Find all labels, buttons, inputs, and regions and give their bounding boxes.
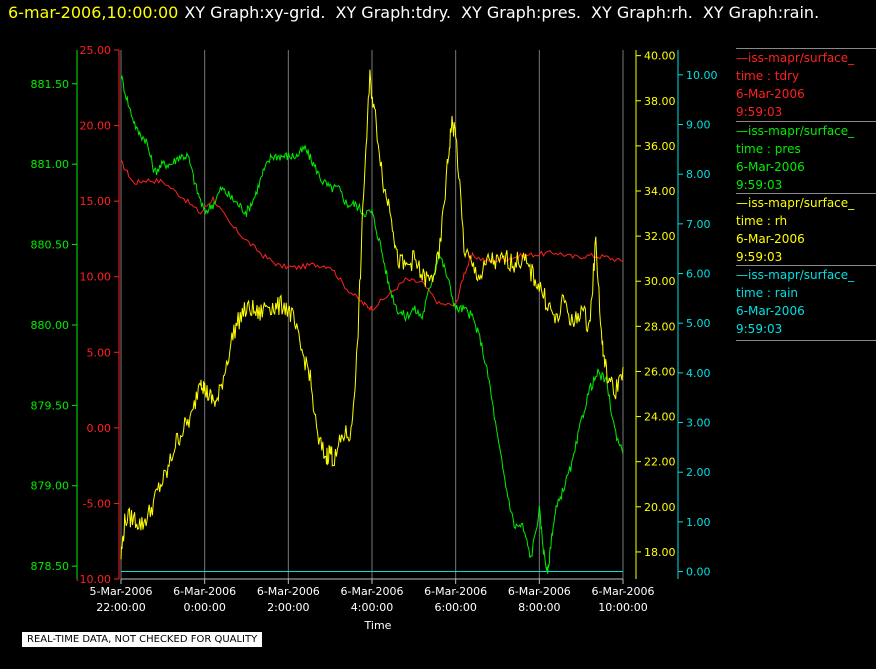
window-header: 6-mar-2006,10:00:00 XY Graph:xy-grid. XY G… — [8, 3, 829, 22]
legend-entry-rh: —iss-mapr/surface_ time : rh 6-Mar-2006 … — [736, 193, 876, 266]
tdry-tick-label: 10.00 — [80, 271, 112, 284]
rain-tick-label: 7.00 — [686, 218, 711, 231]
legend-date: 6-Mar-2006 — [736, 87, 805, 101]
legend-line: —iss-mapr/surface_ — [736, 268, 855, 282]
pres-tick-label: 879.00 — [31, 480, 70, 493]
timestamp: 6-mar-2006,10:00:00 — [8, 3, 179, 22]
rh-tick-label: 18.00 — [644, 546, 676, 559]
x-tick-date: 6-Mar-2006 — [341, 585, 404, 598]
series-line-pres — [120, 74, 624, 574]
tdry-tick-label: 5.00 — [87, 346, 112, 359]
tdry-tick-label: 20.00 — [80, 120, 112, 133]
x-tick-date: 6-Mar-2006 — [173, 585, 236, 598]
rh-tick-label: 28.00 — [644, 320, 676, 333]
rain-tick-label: 10.00 — [686, 69, 718, 82]
pres-tick-label: 880.00 — [31, 319, 70, 332]
legend-date: 6-Mar-2006 — [736, 160, 805, 174]
rh-tick-label: 32.00 — [644, 230, 676, 243]
graph-title-pres: XY Graph:pres. — [461, 3, 581, 22]
rain-tick-label: 9.00 — [686, 119, 711, 132]
legend-entry-pres: —iss-mapr/surface_ time : pres 6-Mar-200… — [736, 121, 876, 194]
rain-tick-label: 3.00 — [686, 417, 711, 430]
legend-label: time : rh — [736, 214, 788, 228]
legend-time: 9:59:03 — [736, 178, 783, 192]
rain-tick-label: 8.00 — [686, 168, 711, 181]
x-tick-time: 8:00:00 — [518, 601, 560, 614]
x-tick-date: 6-Mar-2006 — [592, 585, 655, 598]
tdry-tick-label: -10.00 — [76, 573, 111, 586]
legend-time: 9:59:03 — [736, 105, 783, 119]
x-tick-time: 0:00:00 — [183, 601, 225, 614]
pres-tick-label: 881.50 — [31, 78, 70, 91]
legend-time: 9:59:03 — [736, 322, 783, 336]
rh-tick-label: 30.00 — [644, 275, 676, 288]
x-tick-date: 6-Mar-2006 — [424, 585, 487, 598]
legend-time: 9:59:03 — [736, 250, 783, 264]
rain-tick-label: 6.00 — [686, 268, 711, 281]
legend-line: —iss-mapr/surface_ — [736, 124, 855, 138]
x-tick-time: 6:00:00 — [434, 601, 476, 614]
rh-tick-label: 20.00 — [644, 501, 676, 514]
rain-tick-label: 1.00 — [686, 516, 711, 529]
legend-line: —iss-mapr/surface_ — [736, 196, 855, 210]
rh-tick-label: 22.00 — [644, 456, 676, 469]
x-axis-label: Time — [364, 619, 392, 632]
rain-tick-label: 4.00 — [686, 367, 711, 380]
tdry-tick-label: -5.00 — [83, 497, 111, 510]
graph-title-xy-grid: XY Graph:xy-grid. — [184, 3, 326, 22]
rh-tick-label: 36.00 — [644, 140, 676, 153]
rh-tick-label: 26.00 — [644, 365, 676, 378]
x-tick-time: 2:00:00 — [267, 601, 309, 614]
legend-date: 6-Mar-2006 — [736, 304, 805, 318]
legend-entry-tdry: —iss-mapr/surface_ time : tdry 6-Mar-200… — [736, 48, 876, 121]
graph-titles: XY Graph:xy-grid. XY Graph:tdry. XY Graph:… — [184, 3, 829, 22]
legend-label: time : rain — [736, 286, 799, 300]
rh-tick-label: 24.00 — [644, 411, 676, 424]
graph-title-rh: XY Graph:rh. — [591, 3, 693, 22]
x-tick-date: 6-Mar-2006 — [508, 585, 571, 598]
pres-tick-label: 881.00 — [31, 158, 70, 171]
legend-label: time : pres — [736, 142, 801, 156]
quality-notice: REAL-TIME DATA, NOT CHECKED FOR QUALITY — [21, 631, 264, 648]
rain-tick-label: 0.00 — [686, 566, 711, 579]
legend-date: 6-Mar-2006 — [736, 232, 805, 246]
rh-tick-label: 40.00 — [644, 50, 676, 63]
x-tick-time: 10:00:00 — [598, 601, 647, 614]
tdry-tick-label: 15.00 — [80, 195, 112, 208]
rain-tick-label: 5.00 — [686, 317, 711, 330]
rain-tick-label: 2.00 — [686, 466, 711, 479]
rh-tick-label: 38.00 — [644, 95, 676, 108]
pres-tick-label: 878.50 — [31, 560, 70, 573]
rh-tick-label: 34.00 — [644, 185, 676, 198]
legend-label: time : tdry — [736, 69, 800, 83]
tdry-tick-label: 25.00 — [80, 44, 112, 57]
x-tick-time: 22:00:00 — [96, 601, 145, 614]
x-tick-date: 5-Mar-2006 — [90, 585, 153, 598]
legend-line: —iss-mapr/surface_ — [736, 51, 855, 65]
series-line-tdry — [120, 159, 624, 312]
legend-entry-rain: —iss-mapr/surface_ time : rain 6-Mar-200… — [736, 265, 876, 341]
pres-tick-label: 880.50 — [31, 239, 70, 252]
series-line-rh — [120, 69, 624, 560]
tdry-tick-label: 0.00 — [87, 422, 112, 435]
x-tick-date: 6-Mar-2006 — [257, 585, 320, 598]
graph-title-tdry: XY Graph:tdry. — [335, 3, 452, 22]
x-tick-time: 4:00:00 — [351, 601, 393, 614]
graph-title-rain: XY Graph:rain. — [702, 3, 820, 22]
pres-tick-label: 879.50 — [31, 399, 70, 412]
